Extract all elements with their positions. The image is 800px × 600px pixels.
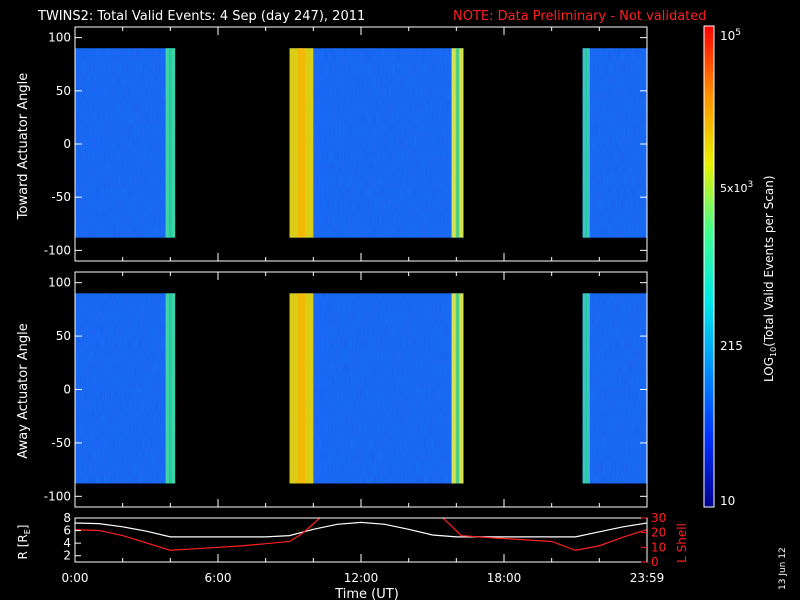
time-xtick-label: 6:00 bbox=[205, 571, 232, 585]
lshell-ylabel: L Shell bbox=[675, 523, 689, 563]
lshell-ytick-label: 30 bbox=[651, 511, 666, 525]
away-bright-band-core bbox=[585, 293, 588, 484]
toward-bright-band-core bbox=[585, 48, 588, 238]
toward-ytick-label: -100 bbox=[44, 243, 71, 257]
away-ytick-label: 100 bbox=[48, 276, 71, 290]
toward-segment-texture bbox=[582, 48, 647, 238]
lshell-series-line bbox=[75, 518, 647, 551]
colorbar-mid-label: 5x103 bbox=[720, 180, 753, 195]
radius-label-end: ] bbox=[16, 525, 30, 530]
radius-ytick-label: 8 bbox=[63, 511, 71, 525]
away-ytick-label: -100 bbox=[44, 489, 71, 503]
colorbar-mid-base: 5x10 bbox=[720, 182, 748, 195]
lshell-ytick-label: 20 bbox=[651, 526, 666, 540]
toward-heatmap-panel: 100 50 0 -50 -100 bbox=[44, 26, 648, 262]
radius-label-main: R [R bbox=[16, 534, 30, 559]
time-xtick-label: 18:00 bbox=[487, 571, 522, 585]
toward-ylabel: Toward Actuator Angle bbox=[16, 73, 31, 220]
colorbar-title-main: LOG bbox=[762, 357, 776, 382]
radius-label-sub: E bbox=[23, 529, 32, 534]
colorbar-title-rest: (Total Valid Events per Scan) bbox=[762, 175, 776, 346]
away-segment-texture bbox=[289, 293, 464, 484]
radius-ytick-label: 4 bbox=[63, 536, 71, 550]
time-xlabel: Time (UT) bbox=[334, 587, 399, 600]
radius-ylabel: R [RE] bbox=[16, 525, 32, 560]
away-bright-band-core bbox=[168, 293, 172, 484]
colorbar-bottom-label: 10 bbox=[720, 494, 735, 508]
colorbar-title-sub: 10 bbox=[769, 347, 778, 357]
toward-bright-band-core bbox=[297, 48, 305, 238]
toward-ytick-label: 100 bbox=[48, 31, 71, 45]
away-ylabel: Away Actuator Angle bbox=[16, 323, 31, 458]
colorbar-top-label: 105 bbox=[720, 28, 741, 43]
date-stamp: 13 Jun 12 bbox=[778, 547, 788, 590]
colorbar bbox=[703, 25, 715, 508]
away-ytick-label: 50 bbox=[56, 329, 71, 343]
lshell-ytick-label: 10 bbox=[651, 540, 666, 554]
time-xtick-label: 23:59 bbox=[630, 571, 665, 585]
colorbar-mid-sup: 3 bbox=[748, 180, 754, 190]
radius-ytick-label: 2 bbox=[63, 549, 71, 563]
toward-ytick-label: -50 bbox=[51, 190, 71, 204]
toward-ytick-label: 50 bbox=[56, 84, 71, 98]
toward-segment-texture bbox=[75, 48, 176, 238]
time-xtick-label: 0:00 bbox=[62, 571, 89, 585]
toward-ytick-label: 0 bbox=[63, 137, 71, 151]
toward-segment-texture bbox=[289, 48, 464, 238]
colorbar-low-label: 215 bbox=[720, 339, 743, 353]
toward-bright-band-core bbox=[455, 48, 460, 238]
preliminary-note: NOTE: Data Preliminary - Not validated bbox=[453, 9, 707, 24]
time-xtick-label: 12:00 bbox=[344, 571, 379, 585]
away-ytick-label: 0 bbox=[63, 383, 71, 397]
radius-ytick-label: 6 bbox=[63, 524, 71, 538]
away-segment-texture bbox=[582, 293, 647, 484]
away-segment-texture bbox=[75, 293, 176, 484]
colorbar-title: LOG10(Total Valid Events per Scan) bbox=[762, 175, 778, 382]
radius-series-line bbox=[75, 521, 647, 538]
away-bright-band-core bbox=[455, 293, 460, 484]
chart-title: TWINS2: Total Valid Events: 4 Sep (day 2… bbox=[37, 9, 365, 24]
away-heatmap-panel: 100 50 0 -50 -100 bbox=[44, 271, 648, 508]
lshell-ytick-label: 0 bbox=[651, 555, 659, 569]
colorbar-top-sup: 5 bbox=[735, 28, 741, 38]
colorbar-top-base: 10 bbox=[720, 29, 735, 43]
away-ytick-label: -50 bbox=[51, 436, 71, 450]
toward-bright-band-core bbox=[168, 48, 172, 238]
away-bright-band-core bbox=[297, 293, 305, 484]
